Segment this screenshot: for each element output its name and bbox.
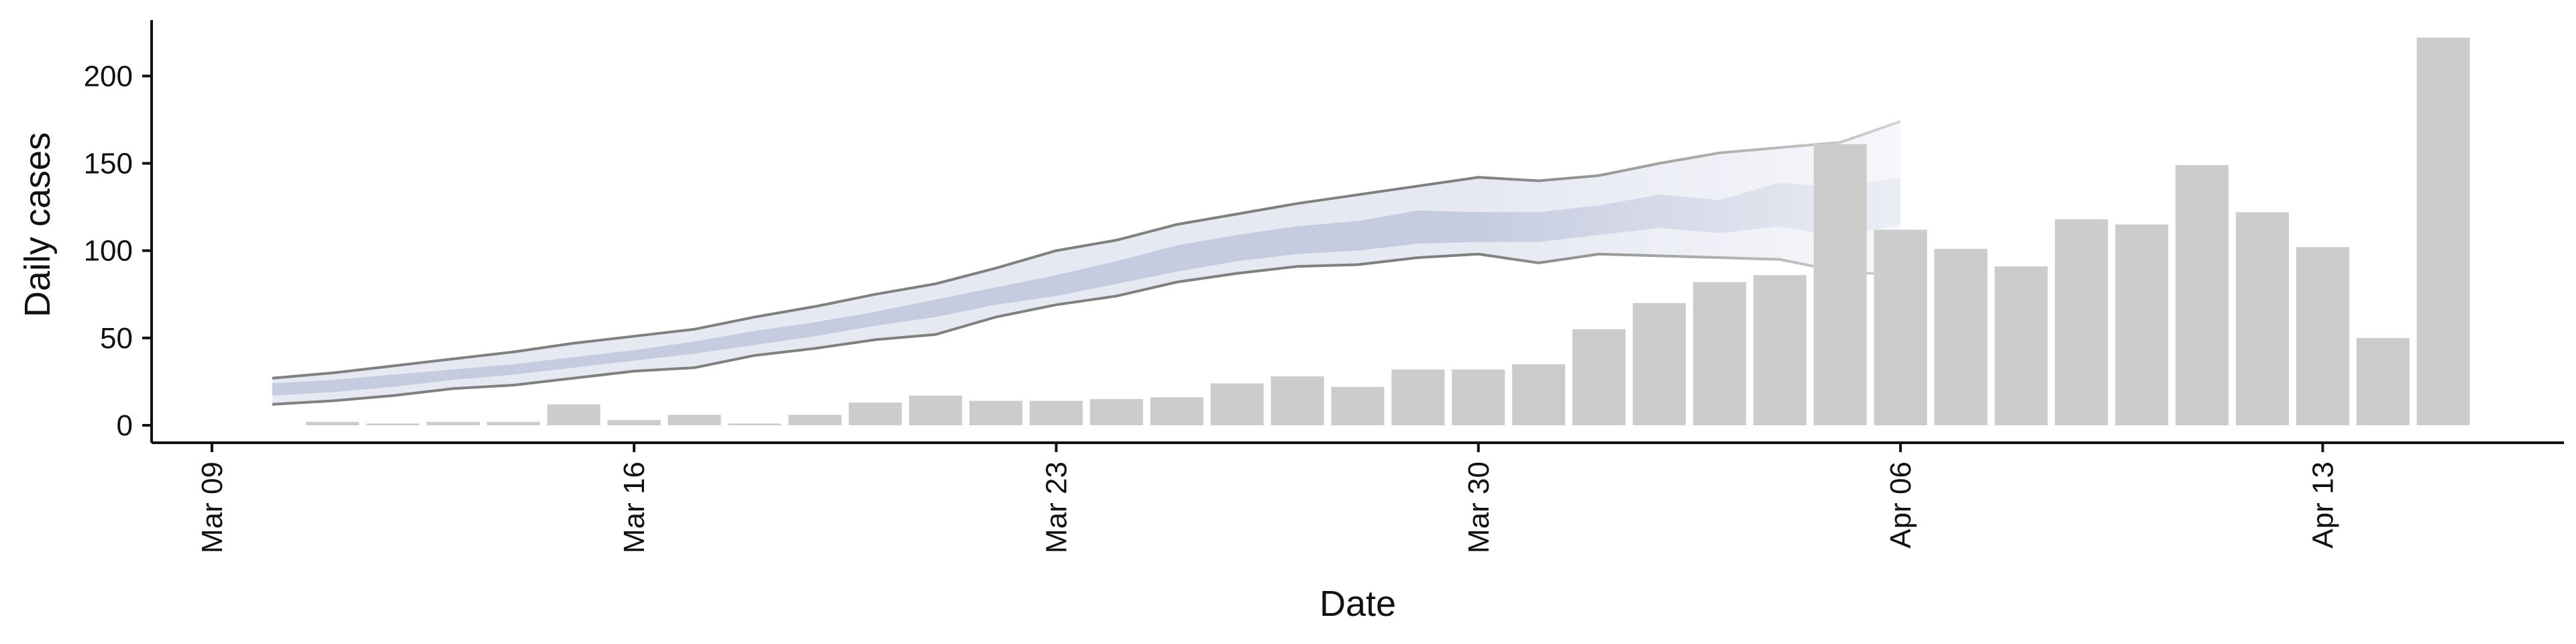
bar-2020-04-04 — [1753, 275, 1807, 425]
bar-2020-03-30 — [1452, 369, 1505, 425]
x-axis-title: Date — [1320, 584, 1396, 624]
x-tick-label: Mar 23 — [1040, 462, 1073, 553]
bar-2020-03-14 — [486, 421, 540, 425]
bar-2020-03-18 — [728, 423, 782, 425]
band-upper-line — [272, 120, 1901, 380]
bar-2020-03-26 — [1210, 383, 1264, 425]
bar-2020-03-20 — [849, 402, 902, 425]
bar-2020-04-09 — [2055, 219, 2108, 425]
bar-2020-03-21 — [909, 395, 963, 425]
bar-2020-03-25 — [1150, 397, 1203, 425]
bar-2020-03-29 — [1391, 369, 1445, 425]
bar-2020-03-16 — [607, 420, 661, 425]
bar-2020-04-14 — [2356, 337, 2410, 425]
x-tick-label: Mar 30 — [1462, 462, 1495, 553]
bar-2020-03-31 — [1512, 364, 1566, 425]
bar-2020-03-24 — [1089, 398, 1143, 425]
bar-2020-04-10 — [2115, 224, 2169, 425]
x-tick-label: Apr 13 — [2306, 462, 2339, 549]
bar-2020-03-19 — [788, 415, 842, 425]
y-axis-title: Daily cases — [17, 132, 58, 317]
bar-2020-03-12 — [366, 423, 420, 425]
bar-2020-03-17 — [667, 415, 721, 425]
bar-2020-04-03 — [1693, 282, 1746, 425]
band-outer-interval — [272, 121, 1901, 405]
bar-2020-03-28 — [1331, 386, 1385, 425]
bar-2020-04-02 — [1632, 303, 1686, 425]
x-tick-label: Mar 16 — [618, 462, 651, 553]
bar-2020-03-27 — [1271, 376, 1324, 425]
bar-2020-03-13 — [426, 421, 480, 425]
x-tick-label: Apr 06 — [1884, 462, 1917, 549]
bar-2020-04-07 — [1934, 249, 1988, 425]
nowcast-band — [272, 120, 1901, 406]
bar-2020-04-11 — [2176, 165, 2229, 425]
bar-2020-04-13 — [2296, 247, 2349, 425]
bar-2020-04-01 — [1572, 329, 1626, 425]
bar-2020-03-23 — [1029, 400, 1083, 425]
bar-2020-04-08 — [1994, 266, 2048, 425]
band-lower-line — [272, 252, 1901, 406]
y-tick-label: 50 — [100, 322, 133, 355]
bar-2020-04-05 — [1813, 144, 1867, 425]
bar-2020-04-12 — [2235, 212, 2289, 425]
bar-2020-03-15 — [547, 404, 600, 425]
y-tick-label: 150 — [84, 147, 133, 180]
bar-2020-04-15 — [2416, 38, 2470, 425]
bar-2020-03-11 — [306, 421, 360, 425]
bar-2020-03-22 — [969, 400, 1023, 425]
y-tick-label: 200 — [84, 60, 133, 93]
y-tick-label: 100 — [84, 235, 133, 268]
daily-case-bars — [306, 38, 2470, 425]
bar-2020-04-06 — [1874, 229, 1927, 425]
band-inner-interval — [272, 177, 1901, 396]
axes: 0 50 100 150 200 Mar 09 Mar 16 Mar 23 Mar 30 Apr … — [17, 20, 2564, 624]
y-tick-label: 0 — [117, 409, 133, 442]
x-tick-label: Mar 09 — [196, 462, 229, 553]
